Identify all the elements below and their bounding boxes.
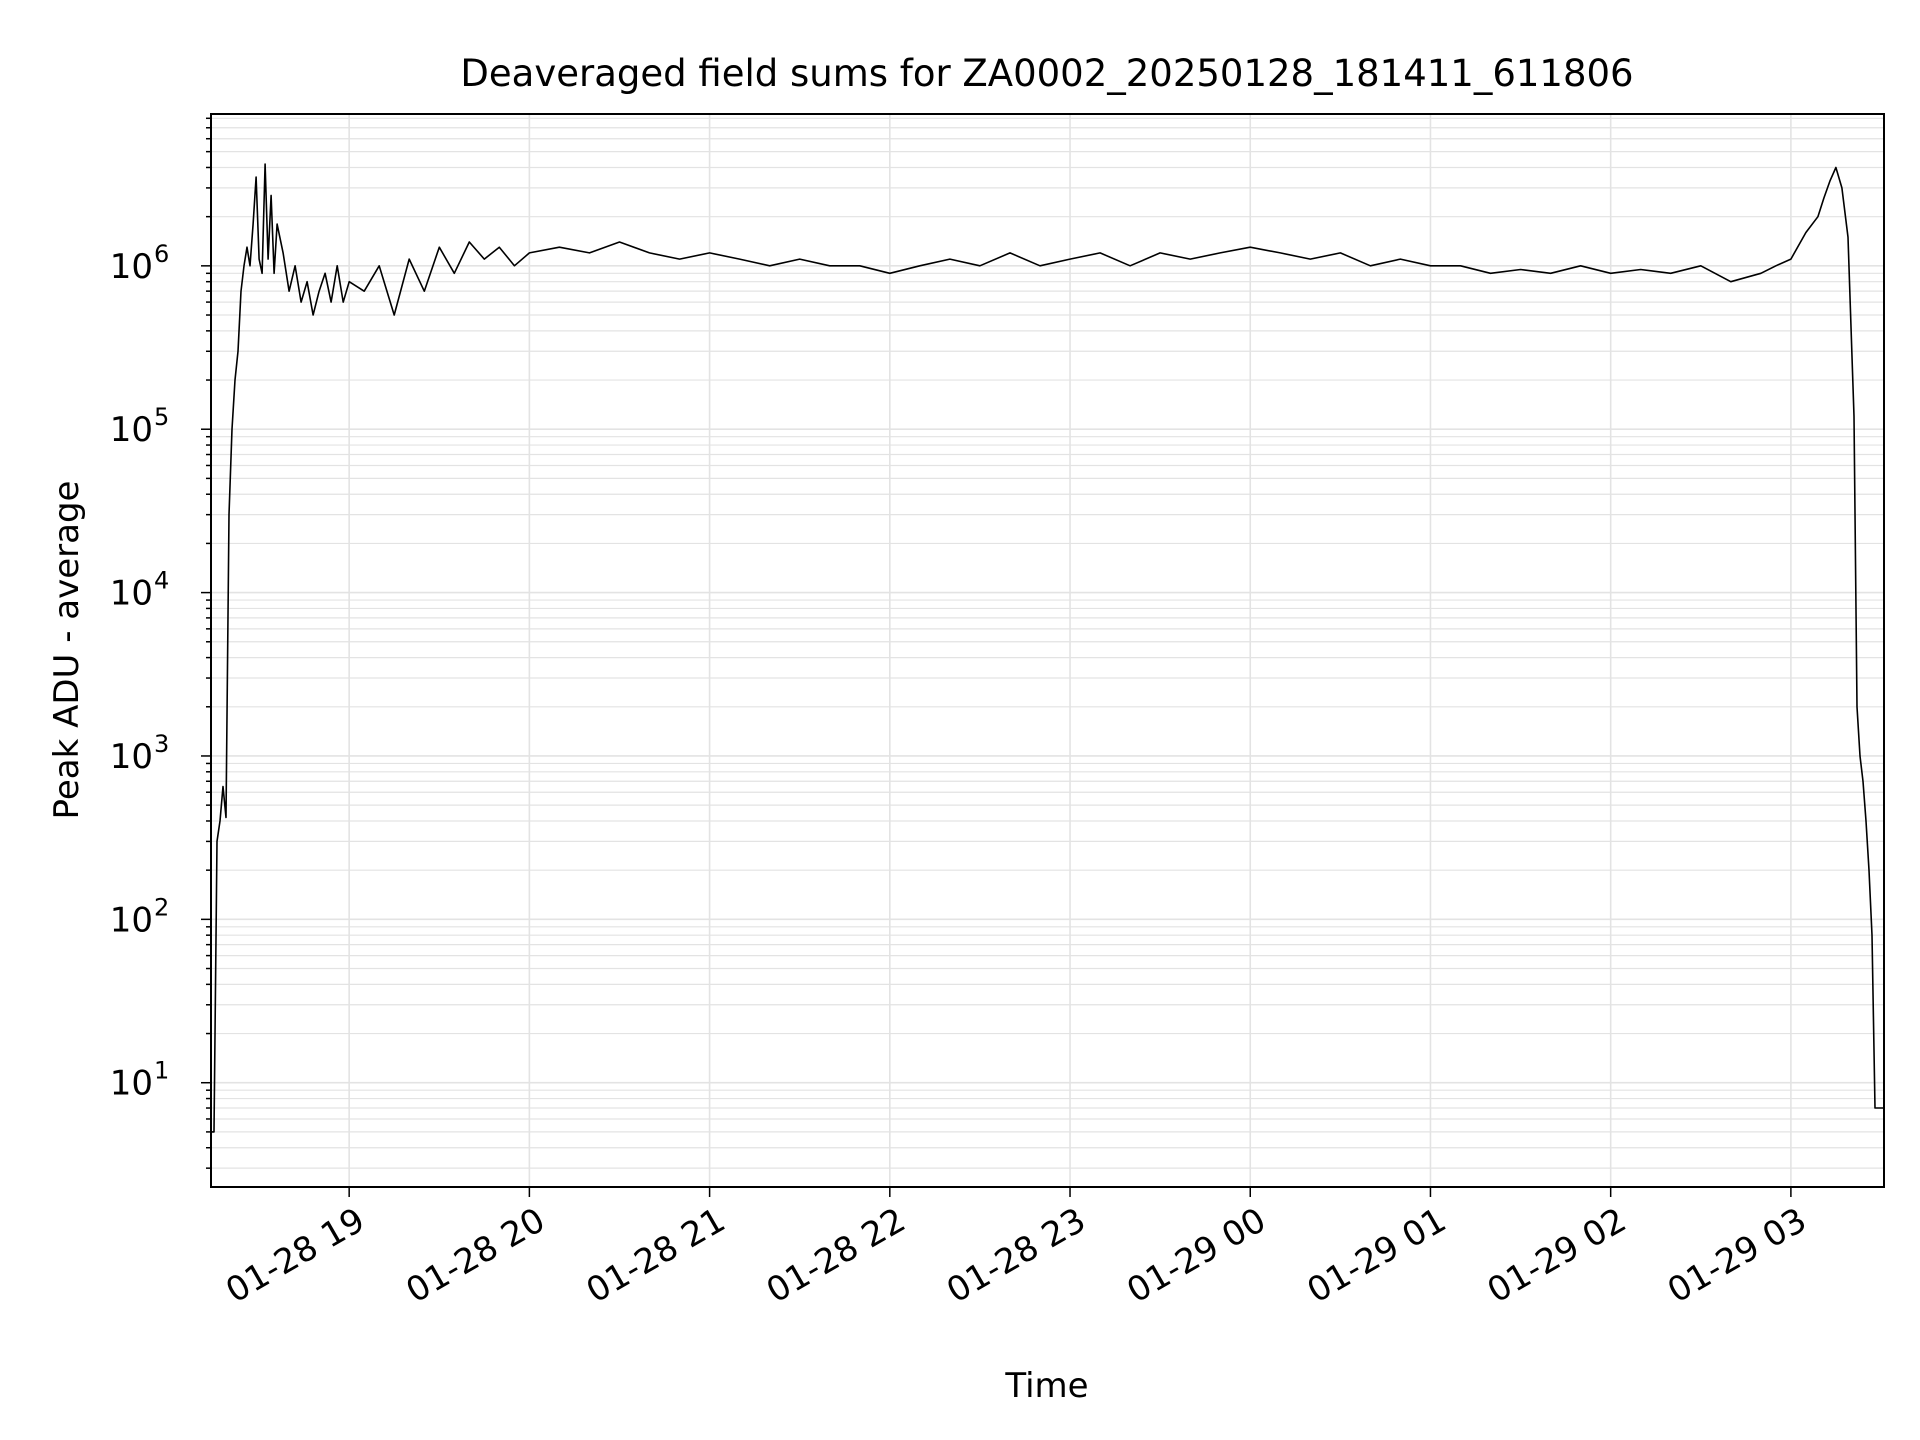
x-tick-label: 01-28 19: [219, 1200, 371, 1311]
x-tick-label: 01-28 21: [580, 1200, 732, 1311]
x-tick-label: 01-28 23: [940, 1200, 1092, 1311]
x-tick-label: 01-29 00: [1120, 1200, 1272, 1311]
y-tick-label: 10: [110, 410, 153, 450]
grid: [211, 114, 1884, 1187]
plot-frame: [210, 113, 1885, 1188]
y-axis-label: Peak ADU - average: [47, 481, 87, 820]
x-tick-label: 01-29 02: [1481, 1200, 1633, 1311]
y-tick-label: 10: [110, 900, 153, 940]
y-tick-exponent: 1: [154, 1057, 169, 1085]
y-tick-exponent: 2: [154, 893, 169, 921]
y-tick-label: 10: [110, 247, 153, 287]
y-tick-label: 10: [110, 737, 153, 777]
y-tick-label: 10: [110, 1064, 153, 1104]
x-tick-label: 01-28 22: [760, 1200, 912, 1311]
x-tick-label: 01-29 01: [1301, 1200, 1453, 1311]
y-tick-exponent: 4: [154, 567, 169, 595]
series-line: [211, 163, 1884, 1133]
x-axis-label: Time: [1004, 1366, 1088, 1406]
chart-title: Deaveraged field sums for ZA0002_2025012…: [460, 52, 1633, 95]
x-axis: 01-28 19 01-28 20 01-28 21 01-28 22 01-28 23…: [219, 1187, 1813, 1311]
y-tick-exponent: 5: [154, 403, 169, 431]
y-tick-exponent: 6: [154, 240, 169, 268]
x-tick-label: 01-29 03: [1661, 1200, 1813, 1311]
x-tick-label: 01-28 20: [399, 1200, 551, 1311]
y-tick-label: 10: [110, 574, 153, 614]
y-tick-exponent: 3: [154, 730, 169, 758]
